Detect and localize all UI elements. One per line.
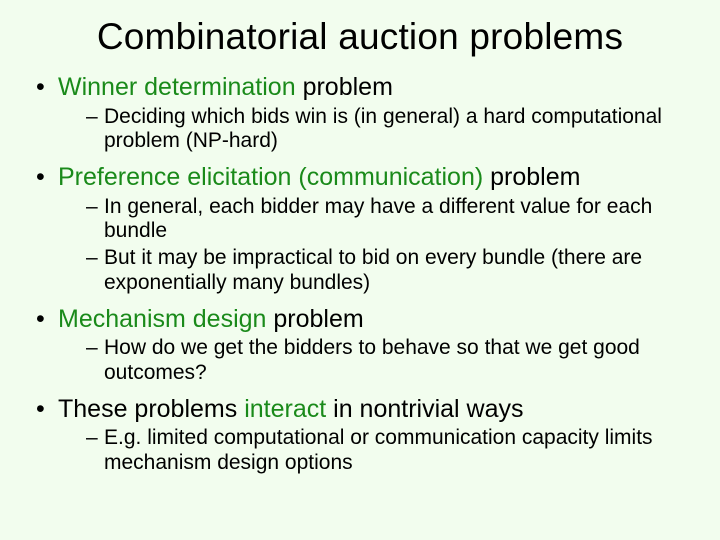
bullet-text-post: problem [296,73,393,101]
sub-bullet-item: But it may be impractical to bid on ever… [86,246,692,296]
bullet-list-level2: How do we get the bidders to behave so t… [58,336,692,386]
bullet-text-post: problem [483,163,580,191]
bullet-item: Mechanism design problem How do we get t… [36,304,692,386]
bullet-text-pre: These problems [58,395,244,423]
bullet-text-accent: interact [244,395,326,423]
slide: Combinatorial auction problems Winner de… [0,0,720,540]
slide-title: Combinatorial auction problems [28,16,692,58]
bullet-list-level1: Winner determination problem Deciding wh… [28,72,692,476]
bullet-item: Preference elicitation (communication) p… [36,162,692,296]
bullet-item: These problems interact in nontrivial wa… [36,394,692,476]
sub-bullet-item: Deciding which bids win is (in general) … [86,105,692,155]
bullet-item: Winner determination problem Deciding wh… [36,72,692,154]
bullet-text-accent: Winner determination [58,73,296,101]
bullet-list-level2: Deciding which bids win is (in general) … [58,105,692,155]
bullet-list-level2: In general, each bidder may have a diffe… [58,195,692,296]
bullet-list-level2: E.g. limited computational or communicat… [58,426,692,476]
sub-bullet-item: How do we get the bidders to behave so t… [86,336,692,386]
bullet-text-accent: Preference elicitation (communication) [58,163,483,191]
bullet-text-post: in nontrivial ways [326,395,523,423]
sub-bullet-item: In general, each bidder may have a diffe… [86,195,692,245]
sub-bullet-item: E.g. limited computational or communicat… [86,426,692,476]
bullet-text-post: problem [266,305,363,333]
bullet-text-accent: Mechanism design [58,305,266,333]
